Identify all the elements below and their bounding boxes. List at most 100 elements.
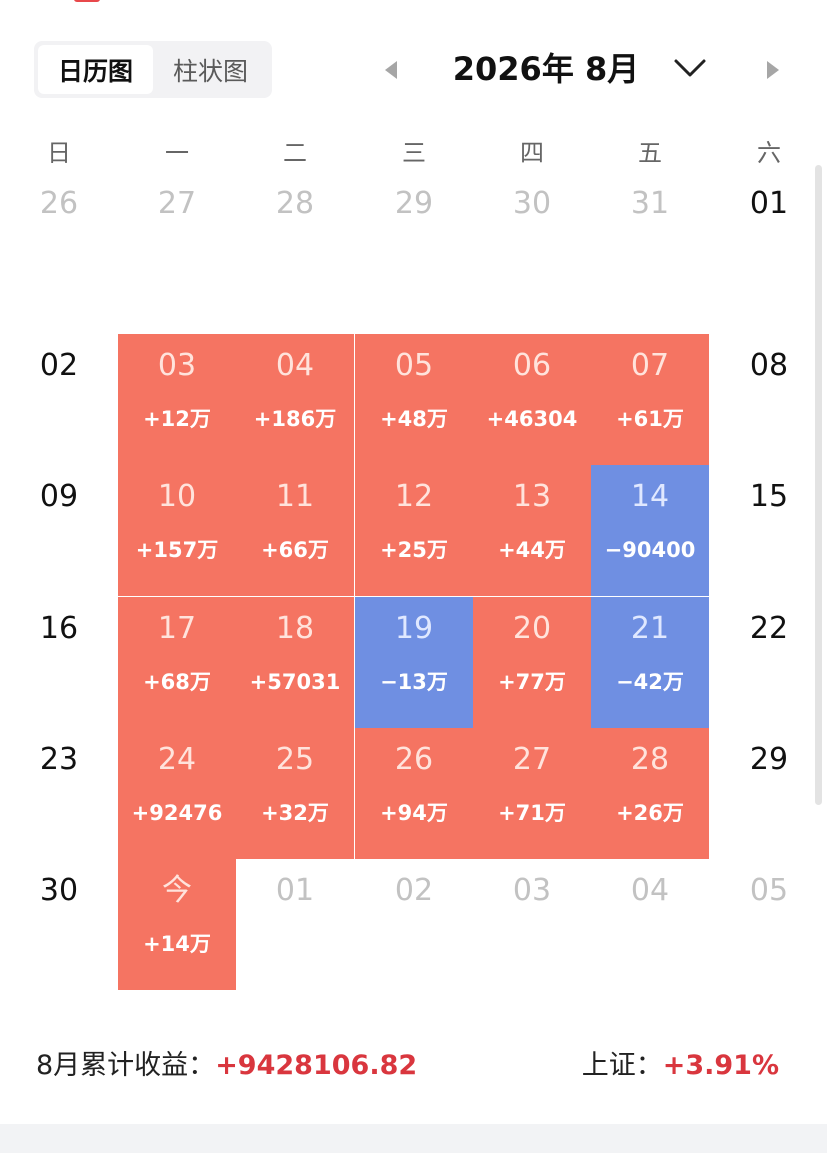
day-profit-amount: +92476 <box>131 801 223 825</box>
day-profit-amount: +48万 <box>380 407 448 431</box>
calendar-day-cell[interactable]: 07 +61万 <box>591 334 709 465</box>
calendar-day-cell[interactable]: 21 −42万 <box>591 597 709 728</box>
calendar-day-cell[interactable]: 31 <box>591 172 709 303</box>
day-profit-amount: +71万 <box>498 801 566 825</box>
day-number: 24 <box>157 742 197 777</box>
day-number: 26 <box>39 186 79 221</box>
day-number: 05 <box>394 348 434 383</box>
calendar-day-cell[interactable]: 28 +26万 <box>591 728 709 859</box>
month-title[interactable]: 2026年 8月 <box>452 50 640 88</box>
day-number: 17 <box>157 611 197 646</box>
day-number: 26 <box>394 742 434 777</box>
tab-calendar-view[interactable]: 日历图 <box>38 45 153 94</box>
day-number: 16 <box>39 611 79 646</box>
calendar-day-cell[interactable]: 12 +25万 <box>355 465 473 596</box>
calendar-day-cell[interactable]: 19 −13万 <box>355 597 473 728</box>
calendar-day-cell[interactable]: 28 <box>236 172 354 303</box>
day-profit-amount: +66万 <box>261 538 329 562</box>
notification-badge <box>74 0 100 2</box>
prev-month-button[interactable] <box>380 58 404 82</box>
calendar-day-cell[interactable]: 10 +157万 <box>118 465 236 596</box>
day-number: 18 <box>275 611 315 646</box>
monthly-return-value: +9428106.82 <box>215 1050 418 1081</box>
day-profit-amount: +77万 <box>498 670 566 694</box>
calendar-day-cell[interactable]: 04 <box>591 859 709 990</box>
day-number: 21 <box>630 611 670 646</box>
calendar-day-cell[interactable]: 14 −90400 <box>591 465 709 596</box>
day-number: 03 <box>512 873 552 908</box>
day-number: 19 <box>394 611 434 646</box>
calendar-day-cell[interactable]: 03 +12万 <box>118 334 236 465</box>
day-profit-amount: +14万 <box>143 932 211 956</box>
day-profit-amount: +68万 <box>143 670 211 694</box>
calendar-day-cell[interactable]: 01 <box>710 172 827 303</box>
scrollbar[interactable] <box>815 165 822 805</box>
day-profit-amount: +12万 <box>143 407 211 431</box>
chevron-down-icon <box>674 59 706 77</box>
calendar-day-cell[interactable]: 13 +44万 <box>473 465 591 596</box>
day-profit-amount: +26万 <box>616 801 684 825</box>
calendar-day-cell[interactable]: 27 +71万 <box>473 728 591 859</box>
calendar-day-cell[interactable]: 26 <box>0 172 118 303</box>
calendar-day-cell[interactable]: 30 <box>473 172 591 303</box>
calendar-day-cell[interactable]: 08 <box>710 334 827 465</box>
tab-bar-chart-view[interactable]: 柱状图 <box>172 56 248 86</box>
weekday-label: 三 <box>402 139 426 167</box>
weekday-label: 二 <box>283 139 307 167</box>
calendar-day-cell[interactable]: 30 <box>0 859 118 990</box>
day-number: 27 <box>512 742 552 777</box>
weekday-header: 日 一 二 三 四 五 六 <box>0 128 827 178</box>
weekday-label: 一 <box>165 139 189 167</box>
day-number: 15 <box>749 479 789 514</box>
day-number: 23 <box>39 742 79 777</box>
calendar-day-cell[interactable]: 03 <box>473 859 591 990</box>
calendar-day-cell[interactable]: 20 +77万 <box>473 597 591 728</box>
day-number: 01 <box>749 186 789 221</box>
calendar-day-cell[interactable]: 16 <box>0 597 118 728</box>
day-number: 25 <box>275 742 315 777</box>
calendar-day-cell[interactable]: 09 <box>0 465 118 596</box>
day-number: 27 <box>157 186 197 221</box>
month-dropdown-button[interactable] <box>672 54 708 82</box>
calendar-day-cell[interactable]: 18 +57031 <box>236 597 354 728</box>
calendar-day-cell[interactable]: 11 +66万 <box>236 465 354 596</box>
weekday-label: 五 <box>638 139 662 167</box>
calendar-day-cell[interactable]: 29 <box>710 728 827 859</box>
day-number: 30 <box>512 186 552 221</box>
day-profit-amount: −13万 <box>380 670 448 694</box>
calendar-day-cell[interactable]: 22 <box>710 597 827 728</box>
day-number: 今 <box>162 873 192 908</box>
day-number: 14 <box>630 479 670 514</box>
calendar-day-cell[interactable]: 25 +32万 <box>236 728 354 859</box>
calendar-day-cell[interactable]: 15 <box>710 465 827 596</box>
calendar-day-cell[interactable]: 02 <box>355 859 473 990</box>
calendar-day-cell[interactable]: 01 <box>236 859 354 990</box>
day-number: 04 <box>275 348 315 383</box>
day-number: 03 <box>157 348 197 383</box>
day-profit-amount: +186万 <box>253 407 337 431</box>
day-number: 06 <box>512 348 552 383</box>
index-change-value: +3.91% <box>662 1050 779 1081</box>
calendar-day-cell[interactable]: 02 <box>0 334 118 465</box>
calendar-day-cell[interactable]: 今 +14万 <box>118 859 236 990</box>
day-number: 30 <box>39 873 79 908</box>
calendar-day-cell[interactable]: 29 <box>355 172 473 303</box>
calendar-day-cell[interactable]: 17 +68万 <box>118 597 236 728</box>
day-profit-amount: +44万 <box>498 538 566 562</box>
calendar-day-cell[interactable]: 04 +186万 <box>236 334 354 465</box>
calendar-day-cell[interactable]: 26 +94万 <box>355 728 473 859</box>
view-toggle: 日历图 柱状图 <box>34 41 272 98</box>
calendar-day-cell[interactable]: 23 <box>0 728 118 859</box>
calendar-day-cell[interactable]: 06 +46304 <box>473 334 591 465</box>
calendar-day-cell[interactable]: 05 <box>710 859 827 990</box>
calendar-day-cell[interactable]: 27 <box>118 172 236 303</box>
calendar-day-cell[interactable]: 24 +92476 <box>118 728 236 859</box>
day-number: 29 <box>394 186 434 221</box>
day-number: 04 <box>630 873 670 908</box>
day-number: 11 <box>275 479 315 514</box>
next-month-button[interactable] <box>760 58 784 82</box>
calendar-day-cell[interactable]: 05 +48万 <box>355 334 473 465</box>
monthly-return-summary: 8月累计收益：+9428106.82 <box>36 1046 417 1086</box>
day-number: 10 <box>157 479 197 514</box>
day-number: 02 <box>394 873 434 908</box>
